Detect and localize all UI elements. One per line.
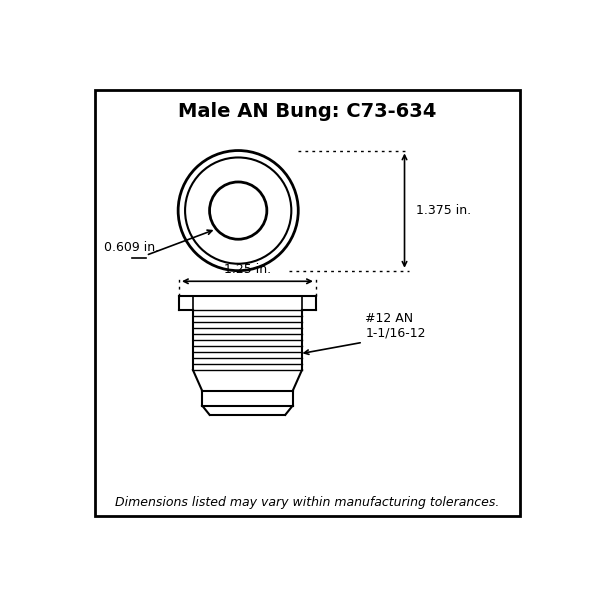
Text: 1.25 in.: 1.25 in. (224, 263, 271, 276)
Text: #12 AN
1-1/16-12: #12 AN 1-1/16-12 (365, 312, 426, 340)
Text: 0.609 in.: 0.609 in. (104, 241, 160, 254)
Text: Male AN Bung: C73-634: Male AN Bung: C73-634 (178, 102, 437, 121)
Text: Dimensions listed may vary within manufacturing tolerances.: Dimensions listed may vary within manufa… (115, 496, 500, 509)
Text: 1.375 in.: 1.375 in. (416, 204, 471, 217)
